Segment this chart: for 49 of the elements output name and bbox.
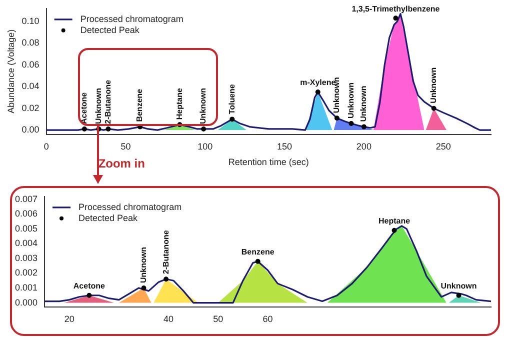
annotation: Unknown xyxy=(198,88,208,124)
y-tick-label: 0.10 xyxy=(22,16,40,26)
annotation: Benzene xyxy=(135,88,144,122)
y-axis-title: Abundance (Voltage) xyxy=(6,29,16,114)
y-tick-label: 0.000 xyxy=(14,297,38,308)
x-tick-label: 150 xyxy=(277,141,292,152)
legend-label: Detected Peak xyxy=(78,212,138,223)
annotation: Benzene xyxy=(241,248,275,257)
legend-label: Processed chromatogram xyxy=(78,202,182,212)
x-tick-label: 250 xyxy=(436,141,451,152)
y-tick-label: 0.04 xyxy=(22,81,40,92)
text: Zoom in xyxy=(98,156,145,170)
legend-label: Detected Peak xyxy=(80,24,140,35)
legend-label: Processed chromatogram xyxy=(80,14,184,24)
y-tick-label: 0.06 xyxy=(22,59,40,70)
x-tick-label: 100 xyxy=(198,141,213,152)
annotation: Unknown xyxy=(332,77,342,114)
x-tick-label: 40 xyxy=(164,314,174,324)
annotation: Unknown xyxy=(440,282,477,291)
annotation: Unknown xyxy=(429,67,438,104)
y-tick-label: 0.003 xyxy=(14,252,38,263)
y-tick-label: 0.007 xyxy=(14,194,38,204)
annotation: Heptane xyxy=(378,216,411,226)
x-tick-label: 20 xyxy=(64,314,74,324)
annotation: Acetone xyxy=(80,92,89,124)
y-tick-label: 0.005 xyxy=(14,223,38,234)
annotation: Unknown xyxy=(138,246,148,283)
annotation: 1,3,5-Trimethylbenzene xyxy=(352,4,440,14)
annotation: 2-Butanone xyxy=(103,79,112,124)
x-tick-label: 200 xyxy=(356,141,372,152)
annotation: Acetone xyxy=(73,282,106,291)
y-tick-label: 0.00 xyxy=(22,124,40,135)
y-tick-label: 0.001 xyxy=(14,282,38,292)
y-tick-label: 0.08 xyxy=(22,38,40,48)
annotation: 2-Butanone xyxy=(161,230,170,274)
y-tick-label: 0.002 xyxy=(14,268,38,278)
x-tick-label: 60 xyxy=(262,314,273,324)
y-tick-label: 0.004 xyxy=(14,238,38,248)
annotation: Unknown xyxy=(94,88,103,124)
annotation: Toluene xyxy=(227,84,236,114)
annotation: Unknown xyxy=(346,82,356,119)
y-tick-label: 0.02 xyxy=(22,102,40,113)
x-axis-title: Retention time (sec) xyxy=(228,157,309,168)
annotation: Unknown xyxy=(359,86,368,122)
annotation: Heptane xyxy=(174,88,184,120)
y-tick-label: 0.006 xyxy=(14,208,38,219)
x-tick-label: 0 xyxy=(44,141,49,152)
x-tick-label: 50 xyxy=(120,141,131,152)
x-tick-label: 50 xyxy=(213,314,224,324)
